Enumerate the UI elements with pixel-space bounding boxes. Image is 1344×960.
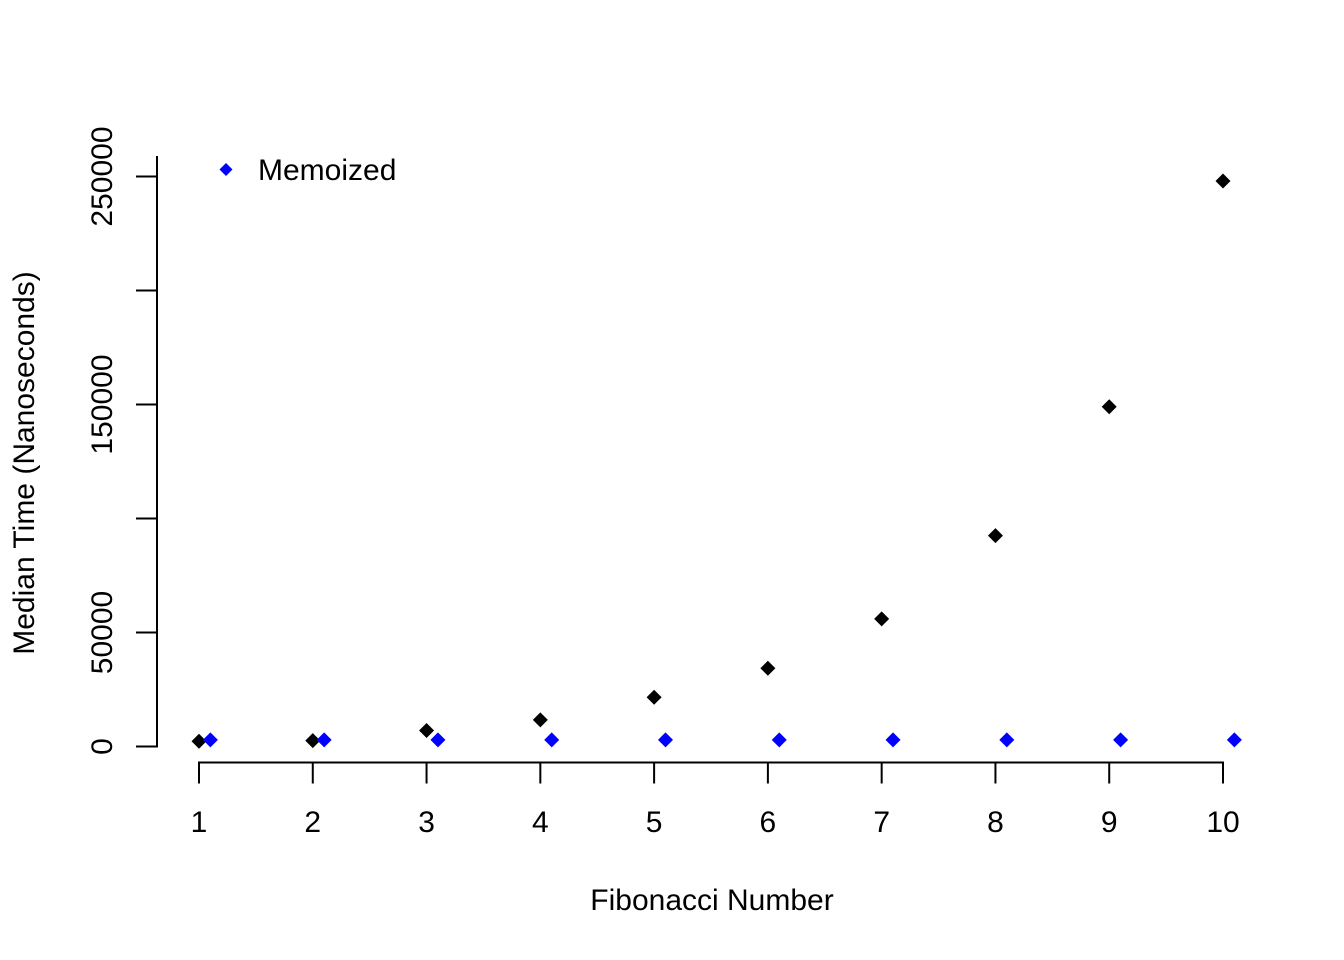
data-point	[771, 732, 787, 748]
data-point	[646, 689, 662, 705]
series-0	[191, 173, 1231, 749]
y-axis: 0 50000 150000 250000	[86, 126, 158, 755]
data-point	[1226, 732, 1242, 748]
x-tick-label: 7	[873, 806, 890, 839]
y-tick-label: 0	[86, 738, 119, 755]
data-point	[305, 733, 321, 749]
data-point	[544, 732, 560, 748]
data-point	[419, 723, 435, 739]
data-point	[885, 732, 901, 748]
data-points-layer	[191, 173, 1242, 749]
x-axis-title: Fibonacci Number	[590, 884, 833, 917]
data-point	[1215, 173, 1231, 189]
x-tick-label: 5	[646, 806, 663, 839]
legend: Memoized	[219, 154, 396, 187]
legend-marker-diamond-icon	[219, 163, 233, 176]
x-tick-label: 1	[191, 806, 208, 839]
data-point	[874, 611, 890, 627]
y-tick-label: 150000	[86, 354, 119, 454]
data-point	[657, 732, 673, 748]
x-tick-label: 8	[987, 806, 1004, 839]
x-tick-label: 6	[760, 806, 777, 839]
y-axis-title: Median Time (Nanoseconds)	[8, 271, 41, 655]
data-point	[760, 660, 776, 676]
legend-label: Memoized	[258, 154, 396, 187]
data-point	[191, 733, 207, 749]
x-tick-label: 10	[1206, 806, 1239, 839]
data-point	[202, 732, 218, 748]
x-tick-label: 2	[304, 806, 321, 839]
series-memoized	[202, 732, 1242, 748]
data-point	[1113, 732, 1129, 748]
x-tick-label: 9	[1101, 806, 1118, 839]
data-point	[430, 732, 446, 748]
data-point	[316, 732, 332, 748]
data-point	[999, 732, 1015, 748]
data-point	[1101, 399, 1117, 415]
x-axis: 1 2 3 4 5 6 7 8 9 10	[191, 761, 1240, 839]
data-point	[532, 712, 548, 728]
x-tick-label: 4	[532, 806, 549, 839]
y-tick-label: 250000	[86, 126, 119, 226]
data-point	[987, 528, 1003, 544]
x-tick-label: 3	[418, 806, 435, 839]
y-tick-label: 50000	[86, 591, 119, 674]
